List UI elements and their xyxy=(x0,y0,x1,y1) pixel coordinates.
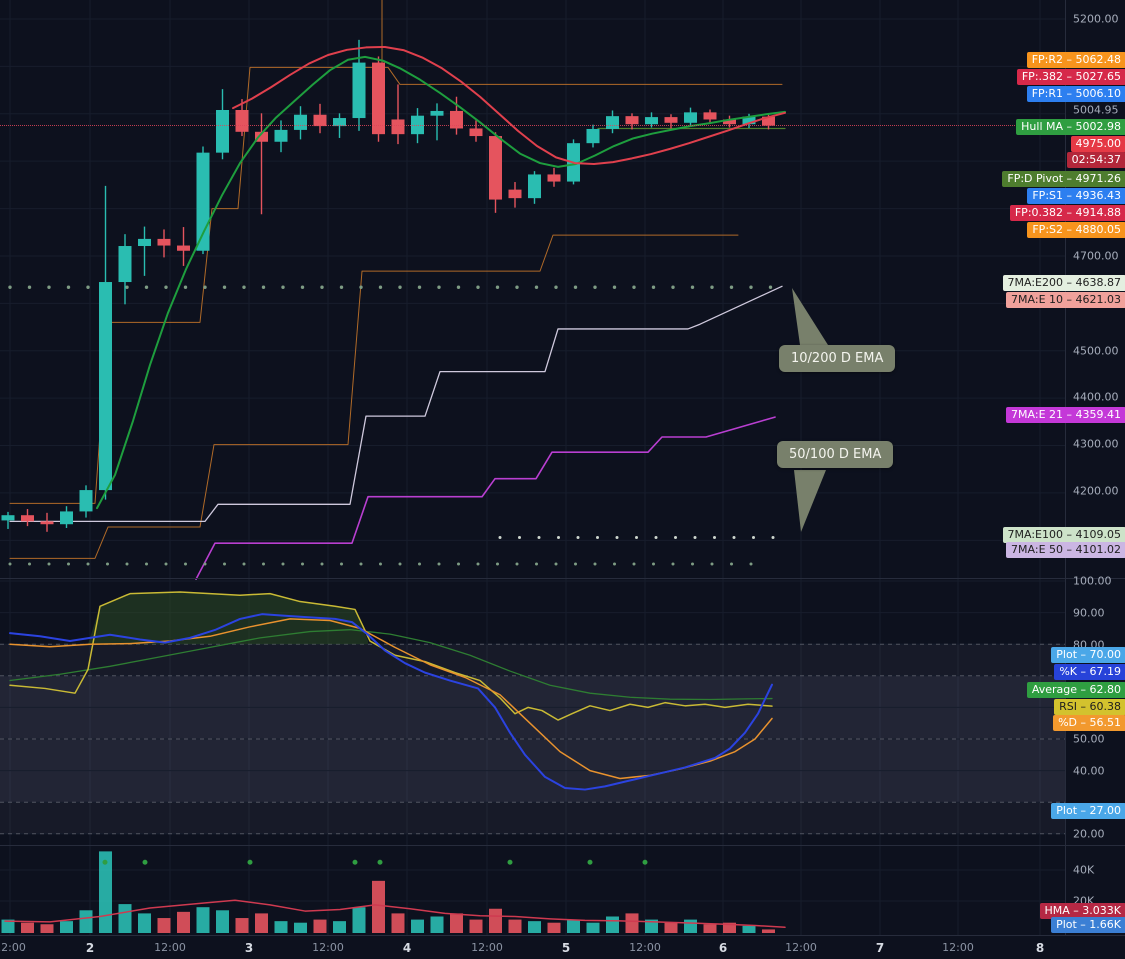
callout-10-200-ema[interactable]: 10/200 D EMA xyxy=(779,345,896,372)
chart-canvas[interactable] xyxy=(0,0,1065,935)
axis-label: 4400.00 xyxy=(1073,390,1119,404)
time-tick[interactable]: 4 xyxy=(402,941,412,955)
badge-ema21-label: 7MA:E 21 – 4359.41 xyxy=(1006,407,1125,423)
badge-vol-hma: HMA – 3.033K xyxy=(1039,903,1125,919)
badge-fp-s2: FP:S2 – 4880.05 xyxy=(1027,222,1125,238)
badge-current-price: 4975.00 xyxy=(1070,136,1125,152)
axis-label: 4300.00 xyxy=(1073,437,1119,451)
axis-label: 20.00 xyxy=(1073,827,1105,841)
panel-separator-oscillator[interactable] xyxy=(0,578,1125,579)
badge-stoch-d: %D – 56.51 xyxy=(1053,715,1125,731)
time-tick[interactable]: 5 xyxy=(561,941,571,955)
time-tick[interactable]: 3 xyxy=(244,941,254,955)
current-price-line xyxy=(0,125,1125,126)
badge-hull-ma: Hull MA – 5002.98 xyxy=(1016,119,1125,135)
axis-label: 40K xyxy=(1073,863,1095,877)
time-tick[interactable]: 12:00 xyxy=(0,941,26,954)
time-tick[interactable]: 2 xyxy=(85,941,95,955)
time-tick[interactable]: 6 xyxy=(718,941,728,955)
badge-fp-d-pivot: FP:D Pivot – 4971.26 xyxy=(1002,171,1125,187)
axis-label: 50.00 xyxy=(1073,732,1105,746)
badge-ema100-label: 7MA:E100 – 4109.05 xyxy=(1002,527,1125,543)
axis-label: 5200.00 xyxy=(1073,12,1119,26)
callout-tail-icon xyxy=(794,470,826,532)
time-axis[interactable]: 12:00 2 12:00 3 12:00 4 12:00 5 12:00 6 12:00 7 12:0… xyxy=(0,935,1125,959)
badge-fp-0382-lower: FP:0.382 – 4914.88 xyxy=(1009,205,1125,221)
badge-ema200-label: 7MA:E200 – 4638.87 xyxy=(1002,275,1125,291)
time-tick[interactable]: 12:00 xyxy=(471,941,503,954)
badge-stoch-k: %K – 67.19 xyxy=(1054,664,1125,680)
axis-label: 4700.00 xyxy=(1073,249,1119,263)
badge-fp-r2: FP:R2 – 5062.48 xyxy=(1026,52,1125,68)
badge-plot-27: Plot – 27.00 xyxy=(1051,803,1125,819)
badge-fp-382-upper: FP:.382 – 5027.65 xyxy=(1016,69,1125,85)
time-tick[interactable]: 12:00 xyxy=(154,941,186,954)
panel-separator-volume[interactable] xyxy=(0,845,1125,846)
axis-label: 4200.00 xyxy=(1073,484,1119,498)
axis-label: 90.00 xyxy=(1073,606,1105,620)
badge-vol-plot: Plot – 1.66K xyxy=(1051,917,1125,933)
time-tick[interactable]: 8 xyxy=(1035,941,1045,955)
badge-ema10-label: 7MA:E 10 – 4621.03 xyxy=(1006,292,1125,308)
axis-label: 40.00 xyxy=(1073,764,1105,778)
time-tick[interactable]: 12:00 xyxy=(312,941,344,954)
time-tick[interactable]: 12:00 xyxy=(629,941,661,954)
badge-average: Average – 62.80 xyxy=(1026,682,1125,698)
callout-50-100-ema[interactable]: 50/100 D EMA xyxy=(777,441,894,468)
time-tick[interactable]: 7 xyxy=(875,941,885,955)
time-tick[interactable]: 12:00 xyxy=(785,941,817,954)
callout-tail-icon xyxy=(792,288,828,345)
axis-label: 100.00 xyxy=(1073,574,1112,588)
time-tick[interactable]: 12:00 xyxy=(942,941,974,954)
badge-fp-r1: FP:R1 – 5006.10 xyxy=(1026,86,1125,102)
axis-label: 5004.95 xyxy=(1073,103,1119,117)
badge-ema50-label: 7MA:E 50 – 4101.02 xyxy=(1006,542,1125,558)
price-axis[interactable]: 5200.00 5004.95 4700.00 4500.00 4400.00 4300.… xyxy=(1002,0,1125,935)
badge-countdown: 02:54:37 xyxy=(1066,152,1125,168)
badge-rsi: RSI – 60.38 xyxy=(1054,699,1125,715)
axis-label: 4500.00 xyxy=(1073,344,1119,358)
badge-fp-s1: FP:S1 – 4936.43 xyxy=(1027,188,1125,204)
badge-plot-70: Plot – 70.00 xyxy=(1051,647,1125,663)
